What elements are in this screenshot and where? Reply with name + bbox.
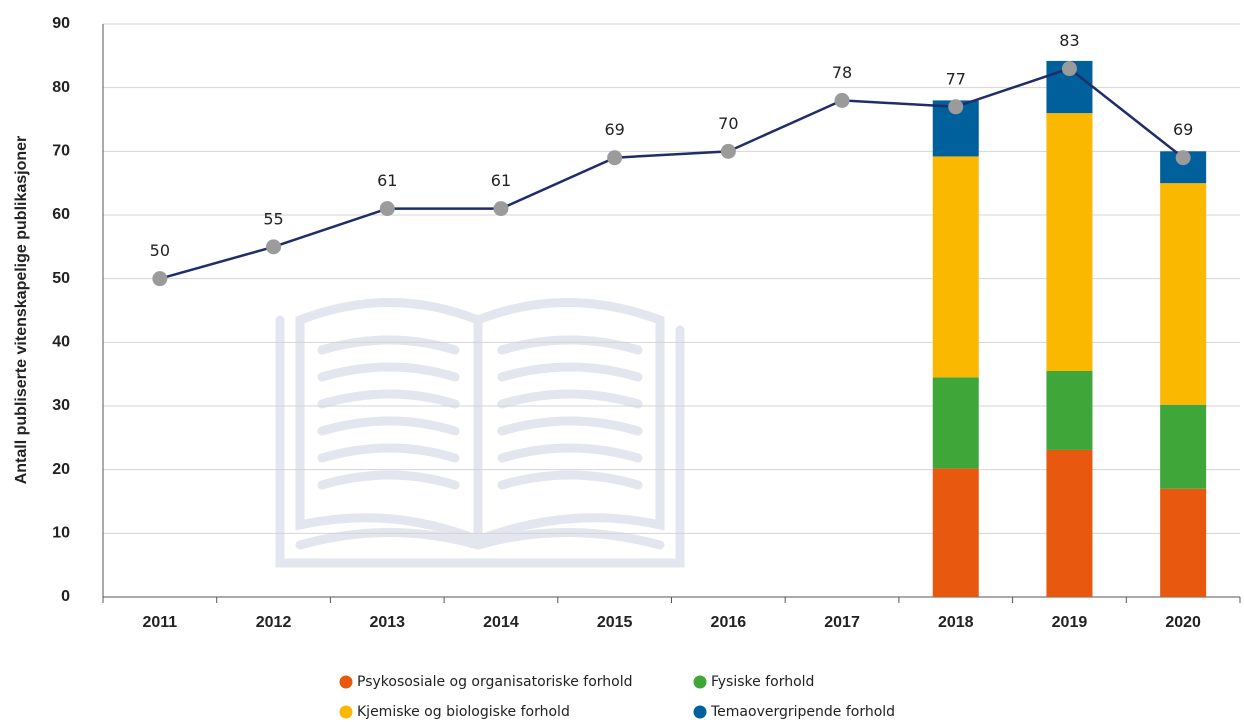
line [160,69,1183,279]
x-tick-label: 2011 [142,614,177,631]
line-marker [380,201,395,216]
legend-marker [694,676,707,689]
line-marker [721,144,736,159]
bar-segment [1160,405,1206,489]
bar-segment [933,377,979,468]
line-marker [266,239,281,254]
line-marker [1176,150,1191,165]
bar-segment [933,468,979,597]
x-tick-label: 2020 [1165,614,1201,631]
y-tick-label: 90 [52,15,70,32]
line-marker [948,99,963,114]
data-label: 61 [377,171,397,190]
data-label: 83 [1059,31,1079,50]
x-tick-label: 2013 [369,614,405,631]
y-tick-label: 20 [52,461,70,478]
x-tick-label: 2019 [1052,614,1088,631]
data-label: 70 [718,114,738,133]
y-tick-label: 40 [52,334,70,351]
x-tick-label: 2018 [938,614,974,631]
legend-label: Fysiske forhold [711,674,814,690]
y-tick-label: 10 [52,525,70,542]
legend-label: Kjemiske og biologiske forhold [357,704,570,720]
data-label: 69 [604,120,624,139]
bar-segment [1046,371,1092,450]
legend-marker [694,706,707,719]
data-label: 69 [1173,120,1193,139]
line-marker [607,150,622,165]
x-tick-label: 2017 [824,614,860,631]
y-tick-label: 30 [52,397,70,414]
data-label: 61 [491,171,511,190]
book-icon [280,303,680,564]
data-label: 55 [263,209,283,228]
line-marker [493,201,508,216]
line-marker [152,271,167,286]
line-marker [835,93,850,108]
data-label: 50 [150,241,170,260]
bar-segment [1160,489,1206,597]
bar-segment [1046,113,1092,371]
data-label: 77 [946,69,966,88]
bar-segment [933,156,979,377]
y-tick-label: 80 [52,79,70,96]
x-tick-label: 2015 [597,614,633,631]
y-tick-label: 70 [52,143,70,160]
line-marker [1062,61,1077,76]
legend-label: Temaovergripende forhold [710,704,895,720]
bar-segment [1046,450,1092,597]
data-label: 78 [832,63,852,82]
legend-label: Psykososiale og organisatoriske forhold [357,674,633,690]
y-tick-label: 50 [52,270,70,287]
x-tick-label: 2016 [711,614,747,631]
legend-marker [340,676,353,689]
y-tick-label: 60 [52,206,70,223]
x-tick-label: 2012 [256,614,292,631]
chart: Antall publiserte vitenskapelige publika… [0,0,1244,722]
bar-segment [1160,183,1206,405]
x-tick-label: 2014 [483,614,519,631]
y-tick-label: 0 [61,588,70,605]
legend-marker [340,706,353,719]
y-axis-label: Antall publiserte vitenskapelige publika… [13,136,30,485]
